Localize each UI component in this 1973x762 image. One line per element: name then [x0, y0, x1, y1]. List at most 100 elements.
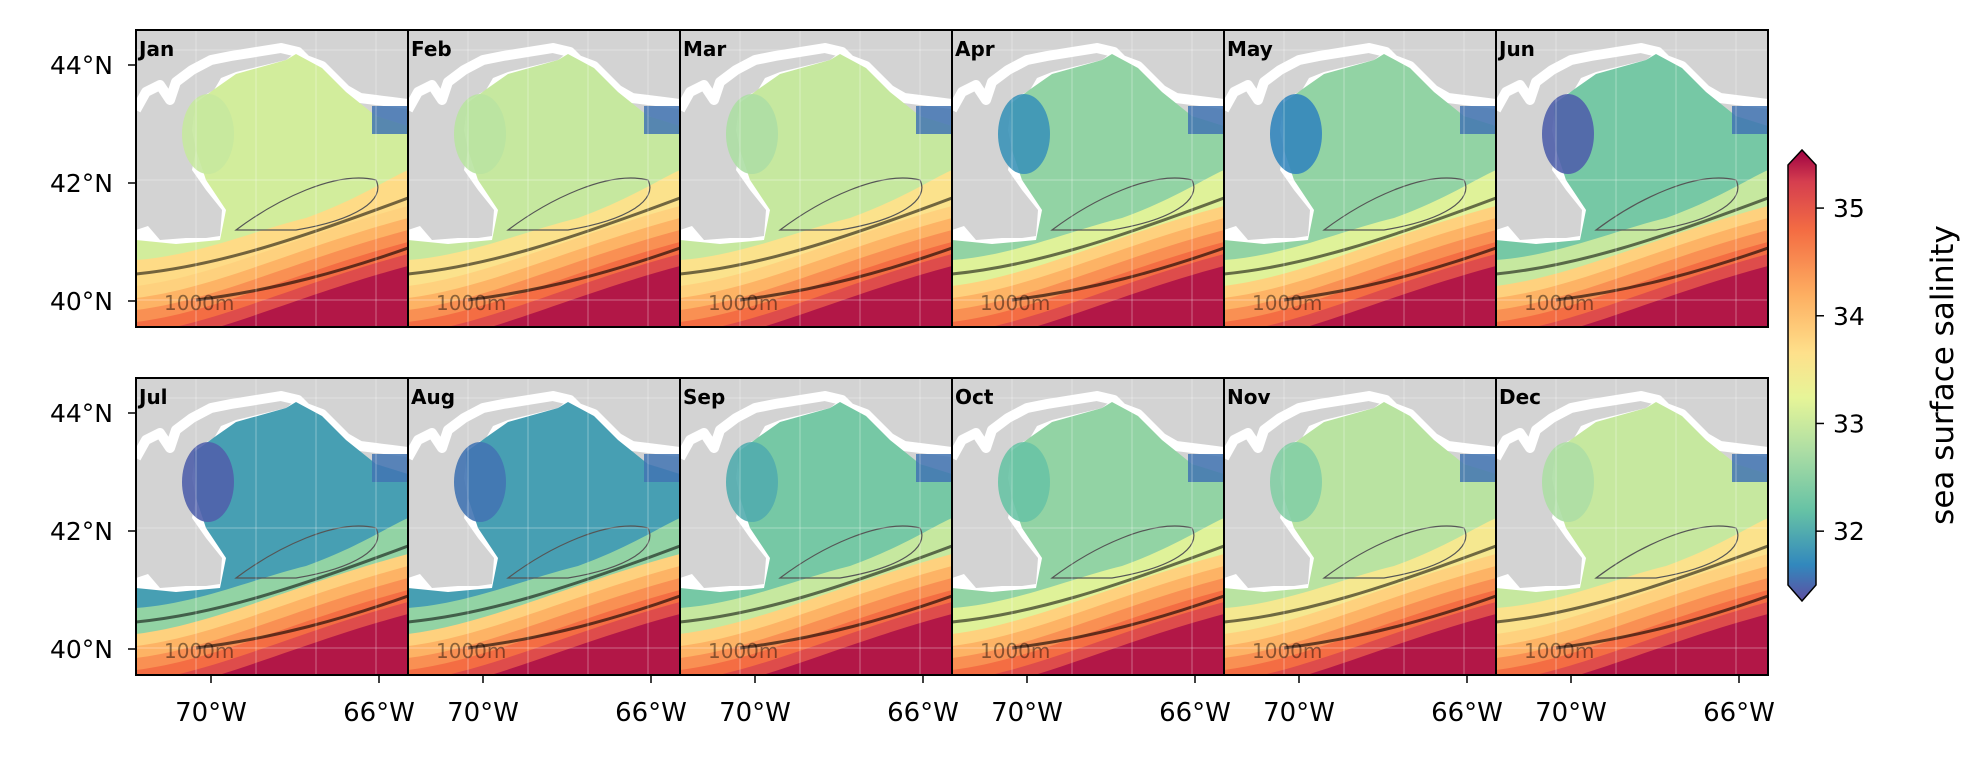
western-fresh-patch — [1542, 442, 1594, 522]
isobath-deep — [1011, 246, 1224, 302]
isobath-label: 1000m — [1524, 639, 1594, 663]
lon-tick-label: 66°W — [1703, 698, 1775, 728]
map-panel-apr: Apr 1000m — [951, 29, 1225, 328]
isobath-bold — [1496, 196, 1768, 276]
isobath-bold — [408, 544, 680, 624]
slope-band — [680, 614, 952, 675]
month-label: Jul — [137, 385, 168, 409]
lat-tick-label: 40°N — [50, 635, 113, 664]
georges-bank-contour — [234, 177, 379, 231]
map-panel-jun: Jun 1000m — [1495, 29, 1769, 328]
western-fresh-patch — [998, 94, 1050, 174]
isobath-label: 1000m — [1252, 639, 1322, 663]
western-fresh-patch — [726, 442, 778, 522]
isobath-deep — [739, 246, 952, 302]
lon-tick-label: 66°W — [343, 698, 415, 728]
isobath-label: 1000m — [1252, 291, 1322, 315]
georges-bank-contour — [778, 177, 923, 231]
map-panel-dec: Dec 1000m — [1495, 377, 1769, 676]
isobath-deep — [739, 594, 952, 650]
isobath-deep — [1283, 594, 1496, 650]
bay-of-fundy-fresh — [916, 106, 952, 134]
coast-white-band — [1496, 43, 1768, 113]
bay-of-fundy-fresh — [372, 106, 408, 134]
slope-band — [1224, 614, 1496, 675]
map-panel-jan: Jan 1000m — [135, 29, 409, 328]
month-label: Aug — [411, 385, 455, 409]
slope-band — [136, 266, 408, 327]
isobath-bold — [952, 196, 1224, 276]
colorbar-tick-label: 32 — [1833, 517, 1865, 546]
isobath-label: 1000m — [436, 639, 506, 663]
coast-white-band — [1224, 391, 1496, 461]
coast-white-band — [408, 391, 680, 461]
western-fresh-patch — [1270, 94, 1322, 174]
isobath-bold — [136, 544, 408, 624]
lon-tick-label: 66°W — [1159, 698, 1231, 728]
map-panel-sep: Sep 1000m — [679, 377, 953, 676]
bay-of-fundy-fresh — [372, 454, 408, 482]
isobath-label: 1000m — [164, 639, 234, 663]
western-fresh-patch — [454, 94, 506, 174]
isobath-deep — [1283, 246, 1496, 302]
month-label: Jan — [137, 37, 174, 61]
lat-tick-label: 44°N — [50, 51, 113, 80]
isobath-bold — [680, 196, 952, 276]
slope-band — [408, 266, 680, 327]
georges-bank-contour — [1050, 177, 1195, 231]
isobath-bold — [952, 544, 1224, 624]
map-panel-feb: Feb 1000m — [407, 29, 681, 328]
isobath-label: 1000m — [980, 291, 1050, 315]
coast-white-band — [1496, 391, 1768, 461]
month-label: May — [1227, 37, 1273, 61]
slope-band — [408, 614, 680, 675]
month-label: Feb — [411, 37, 452, 61]
coast-white-band — [408, 43, 680, 113]
month-label: Dec — [1499, 385, 1541, 409]
coast-white-band — [952, 391, 1224, 461]
isobath-label: 1000m — [436, 291, 506, 315]
map-panel-mar: Mar 1000m — [679, 29, 953, 328]
slope-band — [1224, 266, 1496, 327]
month-label: Nov — [1227, 385, 1271, 409]
lon-tick-label: 70°W — [175, 698, 247, 728]
coast-white-band — [1224, 43, 1496, 113]
bay-of-fundy-fresh — [644, 106, 680, 134]
isobath-deep — [195, 594, 408, 650]
isobath-label: 1000m — [980, 639, 1050, 663]
coast-white-band — [952, 43, 1224, 113]
slope-band — [1496, 614, 1768, 675]
slope-band — [680, 266, 952, 327]
bay-of-fundy-fresh — [1732, 106, 1768, 134]
isobath-bold — [1224, 196, 1496, 276]
western-fresh-patch — [182, 442, 234, 522]
isobath-label: 1000m — [708, 639, 778, 663]
lat-tick-label: 42°N — [50, 517, 113, 546]
isobath-deep — [467, 246, 680, 302]
isobath-bold — [1496, 544, 1768, 624]
western-fresh-patch — [454, 442, 506, 522]
georges-bank-contour — [1594, 177, 1739, 231]
map-panel-aug: Aug 1000m — [407, 377, 681, 676]
lat-tick-label: 40°N — [50, 287, 113, 316]
isobath-deep — [1011, 594, 1224, 650]
month-label: Sep — [683, 385, 725, 409]
western-fresh-patch — [998, 442, 1050, 522]
georges-bank-contour — [1050, 525, 1195, 579]
lat-tick-label: 44°N — [50, 399, 113, 428]
colorbar-bar — [1787, 148, 1817, 603]
colorbar-tick-label: 35 — [1833, 194, 1865, 223]
isobath-deep — [195, 246, 408, 302]
month-label: Apr — [955, 37, 995, 61]
panel-frame — [1495, 29, 1769, 328]
map-panel-nov: Nov 1000m — [1223, 377, 1497, 676]
colorbar-label: sea surface salinity — [1925, 225, 1961, 525]
colorbar-tick-label: 34 — [1833, 302, 1865, 331]
coast-white-band — [680, 43, 952, 113]
colorbar: 35 34 33 32 sea surface salinity — [1787, 148, 1961, 603]
bay-of-fundy-fresh — [1732, 454, 1768, 482]
isobath-bold — [408, 196, 680, 276]
georges-bank-contour — [506, 177, 651, 231]
